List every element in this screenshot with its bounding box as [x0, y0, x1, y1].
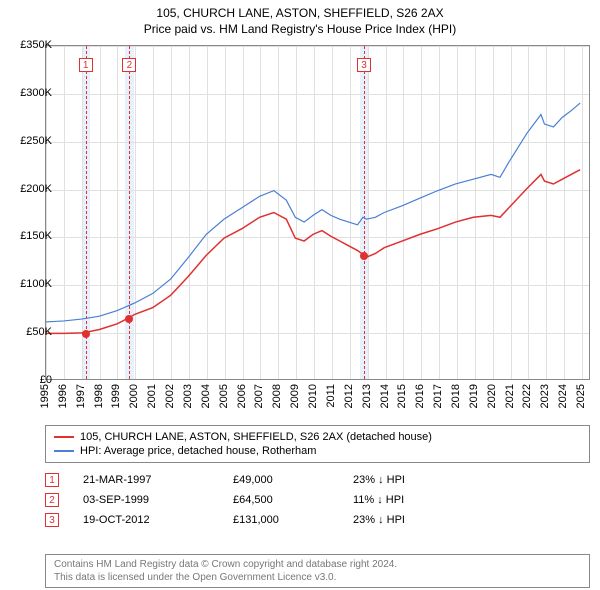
- sale-price: £49,000: [233, 474, 353, 486]
- x-axis-label: 1999: [110, 384, 122, 408]
- x-axis-label: 2010: [307, 384, 319, 408]
- sale-date: 21-MAR-1997: [83, 474, 233, 486]
- sale-hpi-diff: 11% ↓ HPI: [353, 494, 473, 506]
- x-axis-label: 2001: [146, 384, 158, 408]
- attribution-line2: This data is licensed under the Open Gov…: [54, 571, 581, 584]
- x-axis-label: 2006: [236, 384, 248, 408]
- x-axis-label: 2025: [575, 384, 587, 408]
- x-axis-label: 2022: [521, 384, 533, 408]
- sale-number-badge: 1: [45, 473, 59, 487]
- chart-subtitle: Price paid vs. HM Land Registry's House …: [0, 20, 600, 40]
- sale-hpi-diff: 23% ↓ HPI: [353, 474, 473, 486]
- x-axis-label: 2009: [289, 384, 301, 408]
- sale-marker-badge: 1: [79, 58, 93, 72]
- sales-table: 121-MAR-1997£49,00023% ↓ HPI203-SEP-1999…: [45, 470, 590, 530]
- legend-swatch: [54, 436, 74, 438]
- x-axis-label: 1995: [39, 384, 51, 408]
- x-axis-label: 2014: [379, 384, 391, 408]
- sales-row: 3 19-OCT-2012£131,00023% ↓ HPI: [45, 510, 590, 530]
- x-axis-label: 2019: [468, 384, 480, 408]
- x-axis-label: 2003: [182, 384, 194, 408]
- attribution: Contains HM Land Registry data © Crown c…: [45, 554, 590, 588]
- series-hpi: [46, 103, 580, 322]
- x-axis-label: 2012: [343, 384, 355, 408]
- sale-date: 19-OCT-2012: [83, 514, 233, 526]
- sale-price: £131,000: [233, 514, 353, 526]
- sales-row: 2 03-SEP-1999£64,50011% ↓ HPI: [45, 490, 590, 510]
- x-axis-label: 2021: [504, 384, 516, 408]
- x-axis-label: 1998: [93, 384, 105, 408]
- y-axis-label: £100K: [7, 278, 52, 290]
- x-axis-label: 1996: [57, 384, 69, 408]
- x-axis-label: 2004: [200, 384, 212, 408]
- legend-label: 105, CHURCH LANE, ASTON, SHEFFIELD, S26 …: [80, 431, 432, 443]
- y-axis-label: £200K: [7, 183, 52, 195]
- x-axis-label: 2000: [128, 384, 140, 408]
- sale-dot: [125, 315, 133, 323]
- y-axis-label: £300K: [7, 87, 52, 99]
- y-axis-label: £150K: [7, 230, 52, 242]
- legend-item: 105, CHURCH LANE, ASTON, SHEFFIELD, S26 …: [54, 430, 581, 444]
- legend-label: HPI: Average price, detached house, Roth…: [80, 445, 316, 457]
- legend-swatch: [54, 450, 74, 452]
- sale-marker-badge: 2: [122, 58, 136, 72]
- x-axis-label: 2018: [450, 384, 462, 408]
- x-axis-label: 1997: [75, 384, 87, 408]
- sale-hpi-diff: 23% ↓ HPI: [353, 514, 473, 526]
- sale-price: £64,500: [233, 494, 353, 506]
- sale-dot: [360, 252, 368, 260]
- x-axis-label: 2015: [396, 384, 408, 408]
- attribution-line1: Contains HM Land Registry data © Crown c…: [54, 558, 581, 571]
- x-axis-label: 2024: [557, 384, 569, 408]
- sales-row: 1 21-MAR-1997£49,00023% ↓ HPI: [45, 470, 590, 490]
- sale-marker-badge: 3: [357, 58, 371, 72]
- chart-title: 105, CHURCH LANE, ASTON, SHEFFIELD, S26 …: [0, 0, 600, 20]
- legend-item: HPI: Average price, detached house, Roth…: [54, 444, 581, 458]
- x-axis-label: 2017: [432, 384, 444, 408]
- x-axis-label: 2016: [414, 384, 426, 408]
- x-axis-label: 2005: [218, 384, 230, 408]
- sale-number-badge: 2: [45, 493, 59, 507]
- chart-plot-area: 1 2 3: [45, 45, 590, 380]
- sale-dot: [82, 330, 90, 338]
- x-axis-label: 2023: [539, 384, 551, 408]
- x-axis-label: 2007: [253, 384, 265, 408]
- y-axis-label: £50K: [7, 326, 52, 338]
- x-axis-label: 2020: [486, 384, 498, 408]
- sale-number-badge: 3: [45, 513, 59, 527]
- y-axis-label: £250K: [7, 135, 52, 147]
- series-property: [46, 170, 580, 334]
- legend: 105, CHURCH LANE, ASTON, SHEFFIELD, S26 …: [45, 425, 590, 463]
- x-axis-label: 2013: [361, 384, 373, 408]
- x-axis-label: 2002: [164, 384, 176, 408]
- y-axis-label: £350K: [7, 39, 52, 51]
- x-axis-label: 2008: [271, 384, 283, 408]
- sale-date: 03-SEP-1999: [83, 494, 233, 506]
- x-axis-label: 2011: [325, 384, 337, 408]
